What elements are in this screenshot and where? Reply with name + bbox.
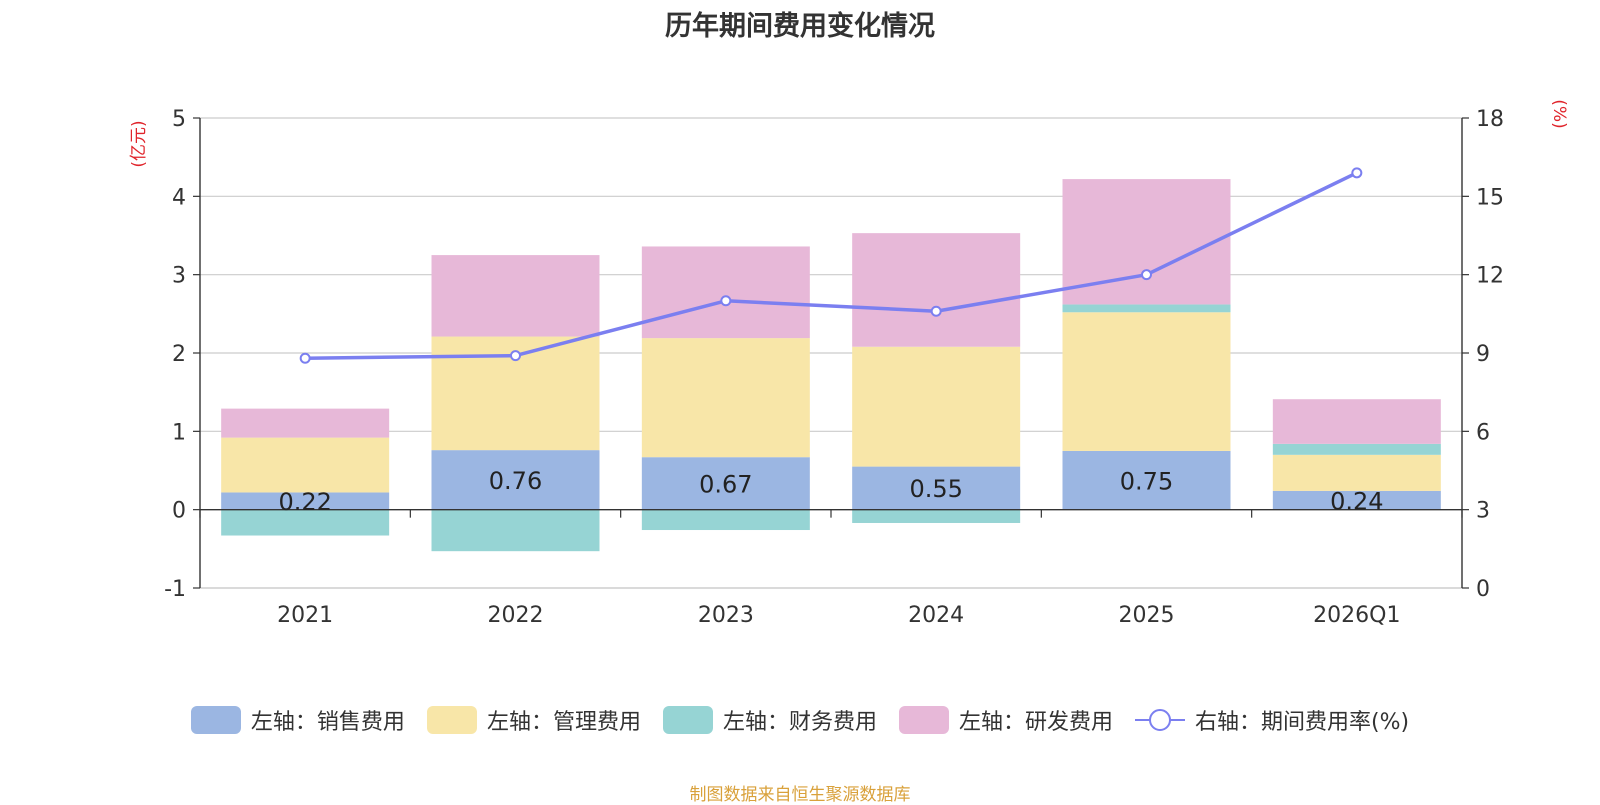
bar-layer bbox=[221, 179, 1441, 552]
bar-finance bbox=[1062, 304, 1231, 313]
line-point bbox=[510, 350, 521, 362]
grid-layer bbox=[200, 117, 1462, 589]
legend-label-admin: 左轴：管理费用 bbox=[486, 710, 641, 735]
bar-value-label: 0.76 bbox=[489, 467, 542, 495]
y-right-tick-label: 15 bbox=[1476, 185, 1504, 210]
legend-item-sales[interactable]: 左轴：销售费用 bbox=[190, 704, 405, 736]
bar-sales bbox=[431, 450, 600, 510]
legend-item-rd[interactable]: 左轴：研发费用 bbox=[898, 704, 1113, 736]
x-tick-label: 2022 bbox=[488, 603, 544, 628]
legend-swatch-finance bbox=[662, 706, 713, 734]
bar-finance bbox=[431, 509, 600, 552]
line-point bbox=[1141, 269, 1152, 281]
bar-rd bbox=[1272, 399, 1441, 444]
legend-swatch-sales bbox=[190, 706, 241, 734]
bar-rd bbox=[431, 255, 600, 337]
x-tick-label: 2021 bbox=[277, 603, 333, 628]
bar-admin bbox=[1272, 454, 1441, 491]
bar-sales bbox=[1062, 450, 1231, 510]
legend-label-sales: 左轴：销售费用 bbox=[250, 710, 405, 735]
y-left-tick-label: 2 bbox=[172, 342, 186, 367]
chart-title: 历年期间费用变化情况 bbox=[665, 11, 935, 42]
y-right-tick-label: 18 bbox=[1476, 107, 1504, 132]
legend-swatch-expense-rate bbox=[1134, 706, 1185, 734]
legend-swatch-rd bbox=[898, 706, 949, 734]
bar-value-label: 0.67 bbox=[699, 470, 752, 498]
bar-finance bbox=[1272, 443, 1441, 455]
y-right-tick-label: 6 bbox=[1476, 420, 1490, 445]
bar-admin bbox=[641, 338, 810, 458]
y-left-axis-title: (亿元) bbox=[129, 120, 149, 167]
line-expense-rate bbox=[305, 171, 1358, 360]
bar-finance bbox=[852, 509, 1021, 523]
y-right-axis-title: (%) bbox=[1549, 99, 1569, 128]
legend-item-admin[interactable]: 左轴：管理费用 bbox=[426, 704, 641, 736]
y-left-tick-label: 3 bbox=[172, 264, 186, 289]
x-tick-label: 2026Q1 bbox=[1313, 603, 1400, 628]
line-point bbox=[930, 305, 942, 317]
line-point bbox=[720, 295, 732, 307]
label-layer: 0.22 0.76 0.67 0.55 0.75 0.24 bbox=[278, 467, 1383, 516]
legend-label-expense-rate: 右轴：期间费用率(%) bbox=[1194, 710, 1410, 735]
line-layer bbox=[299, 167, 1363, 364]
bar-value-label: 0.55 bbox=[909, 475, 962, 503]
bar-sales bbox=[852, 466, 1021, 510]
line-point bbox=[299, 352, 311, 364]
y-right-tick-label: 9 bbox=[1476, 342, 1490, 367]
y-left-tick-label: -1 bbox=[164, 577, 186, 602]
legend-label-rd: 左轴：研发费用 bbox=[958, 710, 1113, 735]
legend-label-finance: 左轴：财务费用 bbox=[722, 710, 877, 735]
source-note: 制图数据来自恒生聚源数据库 bbox=[689, 785, 911, 805]
y-right-tick-label: 0 bbox=[1476, 577, 1490, 602]
bar-sales bbox=[641, 457, 810, 510]
y-right-tick-label: 3 bbox=[1476, 499, 1490, 524]
bar-finance bbox=[641, 509, 810, 531]
bar-admin bbox=[852, 346, 1021, 467]
x-tick-label: 2024 bbox=[908, 603, 964, 628]
bar-rd bbox=[221, 408, 390, 438]
bar-sales bbox=[221, 492, 390, 510]
legend-item-expense-rate[interactable]: 右轴：期间费用率(%) bbox=[1134, 704, 1410, 736]
legend: 左轴：销售费用 左轴：管理费用 左轴：财务费用 左轴：研发费用 右轴：期间费用率… bbox=[0, 700, 1600, 740]
y-left-tick-label: 5 bbox=[172, 107, 186, 132]
y-left-tick-label: 0 bbox=[172, 499, 186, 524]
line-point bbox=[1351, 167, 1363, 179]
bar-finance bbox=[221, 509, 390, 536]
y-left-tick-label: 4 bbox=[172, 185, 186, 210]
legend-item-finance[interactable]: 左轴：财务费用 bbox=[662, 704, 877, 736]
bar-value-label: 0.75 bbox=[1120, 467, 1173, 495]
bar-value-label: 0.24 bbox=[1330, 487, 1383, 515]
bar-admin bbox=[1062, 312, 1231, 451]
y-right-tick-label: 12 bbox=[1476, 264, 1504, 289]
bar-rd bbox=[641, 246, 810, 339]
y-left-tick-label: 1 bbox=[172, 420, 186, 445]
bar-admin bbox=[221, 437, 390, 493]
bar-sales bbox=[1272, 490, 1441, 510]
x-tick-label: 2023 bbox=[698, 603, 754, 628]
x-tick-label: 2025 bbox=[1119, 603, 1175, 628]
legend-swatch-admin bbox=[426, 706, 477, 734]
bar-rd bbox=[852, 233, 1021, 347]
bar-value-label: 0.22 bbox=[278, 488, 331, 516]
